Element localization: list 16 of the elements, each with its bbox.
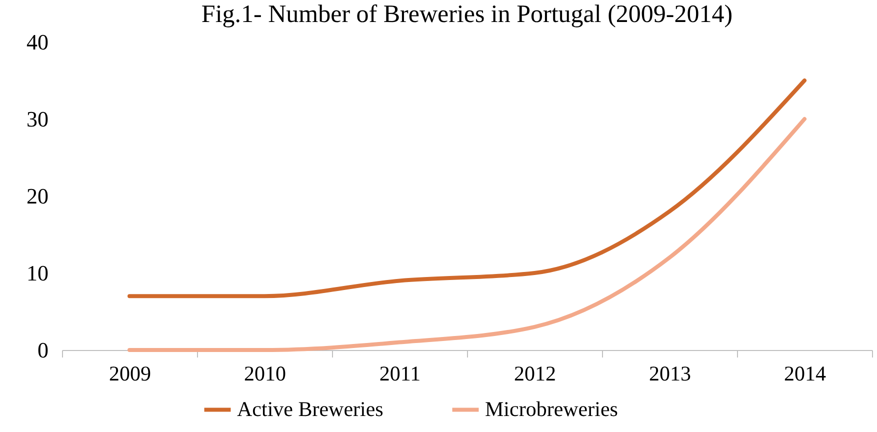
y-tick-label: 30: [26, 106, 48, 132]
x-tick-label: 2013: [649, 362, 691, 386]
line-series: [128, 78, 806, 298]
y-tick-label: 20: [26, 184, 48, 208]
legend-label: Active Breweries: [237, 396, 384, 421]
x-tick-label: 2014: [784, 362, 826, 386]
chart-title: Fig.1- Number of Breweries in Portugal (2009-2014): [201, 1, 733, 28]
x-tick-label: 2009: [109, 362, 151, 386]
x-tick-label: 2012: [514, 362, 556, 386]
x-tick-label: 2010: [244, 362, 286, 386]
line-series: [128, 117, 806, 352]
y-tick-label: 0: [38, 338, 48, 362]
legend-label: Microbreweries: [485, 396, 618, 421]
x-tick-label: 2011: [379, 362, 421, 386]
y-tick-label: 40: [26, 30, 48, 54]
y-tick-label: 10: [26, 260, 48, 286]
